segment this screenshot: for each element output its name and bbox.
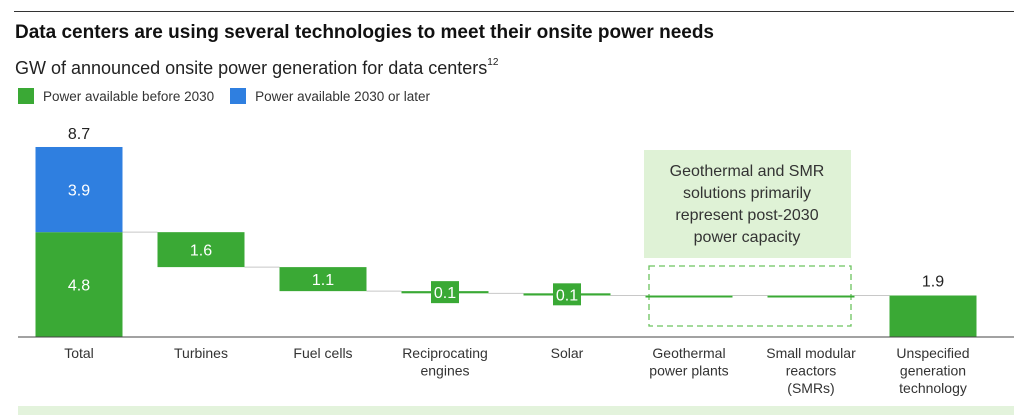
legend-item-2030-or-later: Power available 2030 or later bbox=[230, 88, 430, 104]
legend-swatch-before-2030 bbox=[18, 88, 34, 104]
annotation-line: power capacity bbox=[694, 229, 801, 246]
legend-item-before-2030: Power available before 2030 bbox=[18, 88, 214, 104]
chart-title: Data centers are using several technolog… bbox=[15, 22, 715, 43]
legend-swatch-2030-or-later bbox=[230, 88, 247, 104]
top-rule bbox=[14, 11, 1014, 12]
category-label: (SMRs) bbox=[787, 380, 834, 396]
bottom-band bbox=[18, 406, 1014, 415]
data-label-total-2030-or-later: 3.9 bbox=[68, 183, 90, 200]
category-label: Total bbox=[64, 345, 94, 361]
chart-subtitle: GW of announced onsite power generation … bbox=[15, 57, 499, 79]
legend-label-2030-or-later: Power available 2030 or later bbox=[255, 88, 430, 104]
category-label: Unspecified bbox=[896, 345, 969, 361]
subtitle-text: GW of announced onsite power generation … bbox=[15, 58, 488, 78]
category-label: Reciprocating bbox=[402, 345, 488, 361]
bar-total-2030-or-later bbox=[35, 146, 123, 233]
data-label-component: 1.6 bbox=[190, 243, 212, 260]
category-label: Geothermal bbox=[652, 345, 725, 361]
category-label: Fuel cells bbox=[293, 345, 352, 361]
bar-total-before-2030 bbox=[35, 232, 123, 337]
category-label: reactors bbox=[786, 363, 837, 379]
category-label: technology bbox=[899, 380, 967, 396]
data-label-tag bbox=[431, 281, 459, 304]
annotation-line: represent post-2030 bbox=[675, 207, 818, 224]
data-label-component: 0.1 bbox=[556, 287, 578, 304]
legend: Power available before 2030 Power availa… bbox=[18, 88, 446, 104]
bar-component bbox=[889, 295, 977, 337]
data-label-component: 1.1 bbox=[312, 272, 334, 289]
category-label: engines bbox=[420, 363, 469, 379]
data-label-total-sum: 8.7 bbox=[68, 126, 90, 143]
data-label-tag bbox=[553, 283, 581, 306]
bar-component bbox=[767, 295, 855, 298]
category-label: generation bbox=[900, 363, 966, 379]
legend-label-before-2030: Power available before 2030 bbox=[43, 88, 215, 104]
category-label: power plants bbox=[649, 363, 728, 379]
annotation-line: solutions primarily bbox=[683, 185, 811, 202]
bar-component bbox=[279, 267, 367, 292]
category-label: Small modular bbox=[766, 345, 856, 361]
data-label-component: 0.1 bbox=[434, 285, 456, 302]
annotation-box bbox=[644, 150, 851, 258]
data-label-component: 1.9 bbox=[922, 274, 944, 291]
category-label: Turbines bbox=[174, 345, 228, 361]
category-label: Solar bbox=[551, 345, 584, 361]
bar-component bbox=[157, 232, 245, 268]
footnote-ref: 12 bbox=[487, 57, 499, 68]
annotation-line: Geothermal and SMR bbox=[670, 163, 825, 180]
bar-component bbox=[645, 295, 733, 298]
data-label-total-before-2030: 4.8 bbox=[68, 278, 90, 295]
